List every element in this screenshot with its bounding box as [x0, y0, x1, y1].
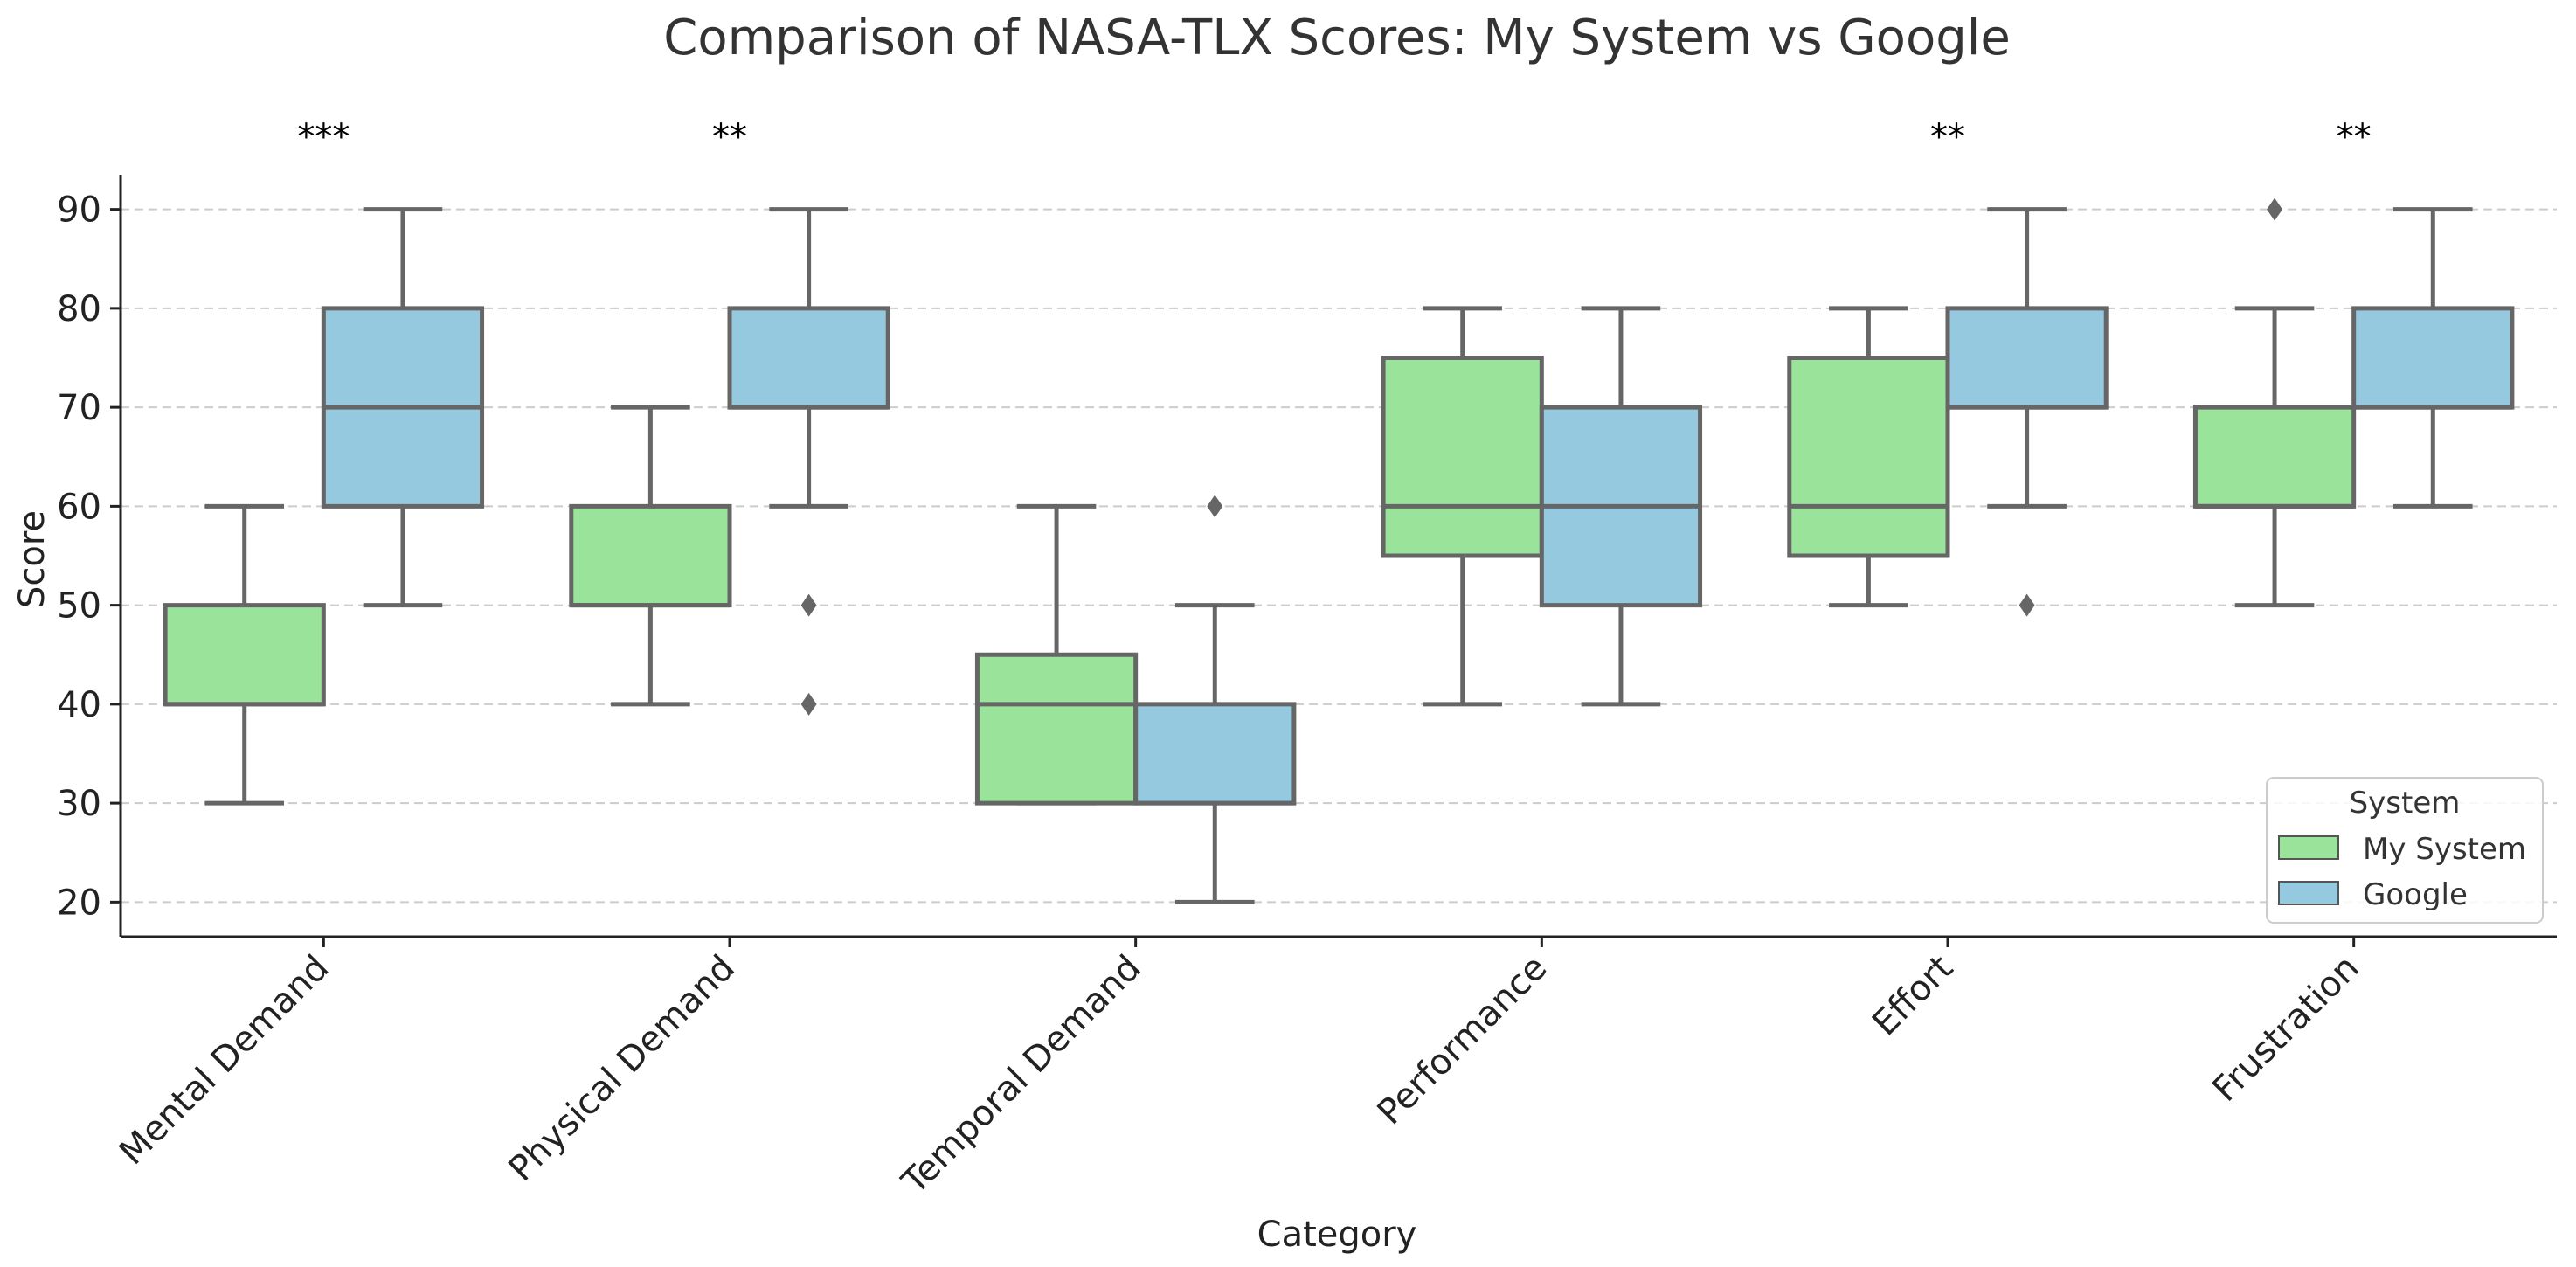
box-my-system-temporal-demand — [974, 652, 1139, 806]
y-tick-label-80: 80 — [57, 289, 101, 329]
box-group-my-system-physical-demand — [569, 405, 732, 707]
box-google-effort — [1945, 306, 2109, 410]
outlier-my-system-frustration-0 — [2267, 197, 2283, 221]
x-axis-label: Category — [1257, 1215, 1417, 1255]
y-tick-label-50: 50 — [57, 586, 101, 627]
box-group-google-frustration — [2351, 207, 2515, 509]
significance-physical-demand: ** — [712, 117, 747, 157]
chart-title: Comparison of NASA-TLX Scores: My System… — [663, 10, 2011, 66]
box-group-my-system-effort — [1787, 306, 1950, 608]
box-google-temporal-demand — [1133, 702, 1297, 806]
box-group-google-temporal-demand — [1133, 495, 1297, 904]
legend-swatch-my-system — [2278, 835, 2339, 860]
legend: System My System Google — [2266, 777, 2544, 924]
y-tick-label-40: 40 — [57, 685, 101, 725]
box-my-system-frustration — [2192, 405, 2357, 509]
y-tick-label-90: 90 — [57, 190, 101, 231]
box-my-system-mental-demand — [163, 603, 326, 707]
y-tick-label-20: 20 — [57, 883, 101, 923]
box-group-my-system-frustration — [2192, 197, 2357, 608]
y-axis-label: Score — [12, 510, 52, 608]
x-axis-ticks: Mental Demand Physical Demand Temporal Dem… — [112, 937, 2367, 1202]
y-tick-label-60: 60 — [57, 487, 101, 527]
y-tick-label-70: 70 — [57, 388, 101, 428]
box-my-system-performance — [1381, 356, 1544, 558]
outlier-google-temporal-demand-0 — [1207, 495, 1223, 518]
outlier-google-effort-0 — [2019, 593, 2035, 617]
x-tick-label-frustration: Frustration — [2205, 948, 2366, 1110]
y-tick-label-30: 30 — [57, 784, 101, 824]
legend-label-google: Google — [2363, 877, 2468, 912]
box-group-google-performance — [1539, 306, 1703, 707]
legend-label-my-system: My System — [2363, 832, 2526, 867]
box-group-google-mental-demand — [321, 207, 485, 608]
legend-title: System — [2350, 786, 2461, 820]
box-group-my-system-temporal-demand — [974, 503, 1139, 806]
box-series — [163, 197, 2515, 904]
x-tick-label-performance: Performance — [1370, 948, 1555, 1133]
x-tick-label-temporal-demand: Temporal Demand — [894, 948, 1149, 1203]
legend-swatch-google — [2278, 881, 2339, 905]
significance-markers: *** ** ** ** — [297, 117, 2371, 157]
outlier-google-physical-demand-0 — [800, 593, 817, 617]
significance-mental-demand: *** — [297, 117, 350, 157]
box-my-system-physical-demand — [569, 503, 732, 608]
box-google-frustration — [2351, 306, 2515, 410]
box-group-my-system-performance — [1381, 306, 1544, 707]
box-my-system-effort — [1787, 356, 1950, 558]
box-group-google-physical-demand — [727, 207, 890, 716]
outlier-google-physical-demand-1 — [800, 692, 817, 716]
x-tick-label-physical-demand: Physical Demand — [502, 948, 744, 1190]
box-group-google-effort — [1945, 207, 2109, 617]
x-tick-label-effort: Effort — [1865, 948, 1961, 1044]
x-tick-label-mental-demand: Mental Demand — [112, 948, 336, 1173]
box-google-physical-demand — [727, 306, 890, 410]
box-group-my-system-mental-demand — [163, 503, 326, 806]
significance-frustration: ** — [2337, 117, 2372, 157]
gridlines — [121, 208, 2557, 904]
y-axis-ticks: 20 30 40 50 60 70 80 90 — [57, 190, 121, 923]
significance-effort: ** — [1930, 117, 1965, 157]
